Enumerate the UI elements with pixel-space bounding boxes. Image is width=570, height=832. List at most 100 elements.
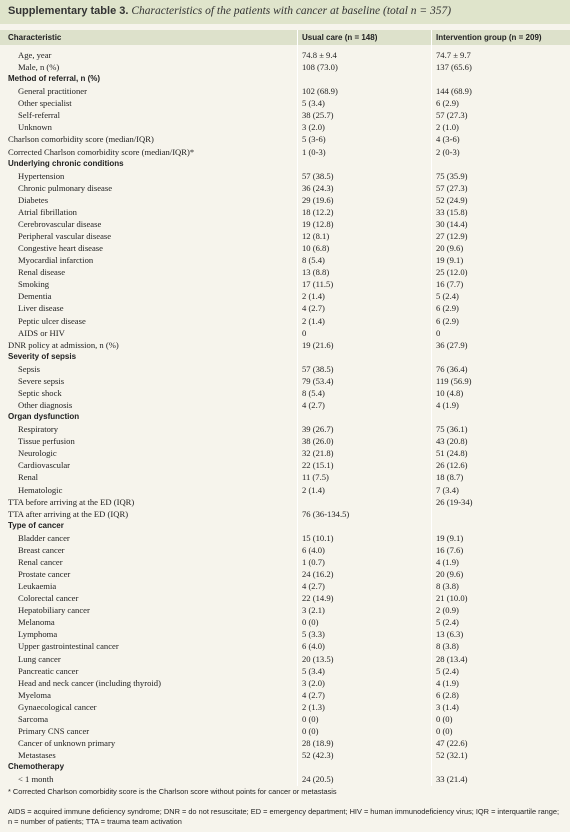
- row-label: Cancer of unknown primary: [18, 737, 116, 748]
- row-label: Leukaemia: [18, 581, 57, 592]
- row-label: Myocardial infarction: [18, 255, 94, 266]
- header-row: [0, 30, 570, 45]
- cell: 13 (6.3): [436, 629, 464, 640]
- cell: 38 (25.7): [302, 110, 334, 121]
- row-label: Neurologic: [18, 448, 57, 459]
- cell: 0 (0): [436, 713, 453, 724]
- abbreviations: AIDS = acquired immune deficiency syndro…: [8, 807, 560, 826]
- cell: 28 (13.4): [436, 653, 468, 664]
- row-label: Gynaecological cancer: [18, 701, 97, 712]
- cell: 6 (2.8): [436, 689, 459, 700]
- cell: 137 (65.6): [436, 62, 472, 73]
- cell: 47 (22.6): [436, 737, 468, 748]
- cell: 39 (26.7): [302, 424, 334, 435]
- section-heading: Severity of sepsis: [8, 351, 77, 361]
- row-label: DNR policy at admission, n (%): [8, 339, 119, 350]
- cell: 33 (21.4): [436, 774, 468, 785]
- cell: 25 (12.0): [436, 267, 468, 278]
- row-label: Breast cancer: [18, 544, 65, 555]
- cell: 43 (20.8): [436, 436, 468, 447]
- cell: 4 (3-6): [436, 134, 460, 145]
- cell: 0: [436, 327, 441, 338]
- cell: 2 (0-3): [436, 146, 460, 157]
- cell: 74.8 ± 9.4: [302, 50, 337, 60]
- cell: 15 (10.1): [302, 532, 334, 543]
- cell: 5 (3.4): [302, 98, 325, 109]
- cell: 3 (2.0): [302, 677, 325, 688]
- row-label: Hepatobiliary cancer: [18, 605, 90, 616]
- cell: 22 (14.9): [302, 593, 334, 604]
- cell: 4 (1.9): [436, 400, 459, 411]
- row-label: Melanoma: [18, 617, 55, 628]
- cell: 0 (0): [302, 617, 319, 628]
- row-label: Cardiovascular: [18, 460, 71, 471]
- cell: 4 (2.7): [302, 400, 325, 411]
- row-label: Dementia: [18, 291, 52, 302]
- cell: 38 (26.0): [302, 436, 334, 447]
- title: Supplementary table 3. Characteristics o…: [8, 5, 451, 17]
- cell: 6 (2.9): [436, 303, 459, 314]
- cell: 19 (9.1): [436, 255, 464, 266]
- cell: 24 (16.2): [302, 569, 334, 579]
- cell: 102 (68.9): [302, 86, 338, 97]
- row-label: Primary CNS cancer: [18, 725, 90, 736]
- cell: 18 (8.7): [436, 472, 464, 483]
- row-label: Upper gastrointestinal cancer: [18, 641, 119, 652]
- cell: 6 (4.0): [302, 641, 325, 652]
- cell: 8 (3.8): [436, 641, 459, 652]
- cell: 13 (8.8): [302, 267, 330, 278]
- cell: 17 (11.5): [302, 279, 334, 290]
- cell: 57 (38.5): [302, 170, 334, 181]
- footnote: * Corrected Charlson comorbidity score i…: [8, 787, 337, 796]
- cell: 144 (68.9): [436, 86, 472, 97]
- column-divider: [431, 30, 432, 786]
- header-cell: Characteristic: [8, 33, 62, 42]
- section-heading: Underlying chronic conditions: [8, 158, 124, 168]
- cell: 6 (2.9): [436, 315, 459, 326]
- cell: 2 (0.9): [436, 605, 459, 616]
- row-label: Diabetes: [18, 194, 49, 205]
- row-label: Male, n (%): [18, 62, 60, 73]
- cell: 26 (12.6): [436, 460, 468, 471]
- cell: 5 (3-6): [302, 134, 326, 145]
- cell: 19 (21.6): [302, 339, 334, 350]
- cell: 5 (3.4): [302, 665, 325, 676]
- row-label: Atrial fibrillation: [18, 206, 77, 217]
- row-label: General practitioner: [18, 86, 87, 97]
- cell: 52 (32.1): [436, 750, 468, 761]
- cell: 4 (1.9): [436, 677, 459, 688]
- cell: 3 (2.0): [302, 122, 325, 133]
- cell: 12 (8.1): [302, 231, 330, 242]
- row-label: Sarcoma: [18, 713, 49, 724]
- cell: 30 (14.4): [436, 218, 468, 229]
- row-label: AIDS or HIV: [18, 327, 65, 338]
- row-label: Other diagnosis: [18, 400, 73, 411]
- cell: 28 (18.9): [302, 737, 334, 748]
- cell: 57 (27.3): [436, 110, 468, 121]
- cell: 76 (36-134.5): [302, 508, 350, 519]
- cell: 10 (6.8): [302, 243, 330, 254]
- cell: 0 (0): [436, 725, 453, 736]
- cell: 119 (56.9): [436, 375, 472, 386]
- cell: 4 (2.7): [302, 581, 325, 592]
- cell: 16 (7.6): [436, 544, 464, 555]
- cell: 79 (53.4): [302, 375, 334, 386]
- cell: 4 (2.7): [302, 303, 325, 314]
- cell: 2 (1.4): [302, 315, 325, 326]
- row-label: TTA after arriving at the ED (IQR): [8, 508, 129, 519]
- row-label: Hypertension: [18, 170, 65, 181]
- row-label: Chronic pulmonary disease: [18, 182, 113, 193]
- row-label: Hematologic: [18, 484, 63, 495]
- cell: 32 (21.8): [302, 448, 334, 459]
- cell: 29 (19.6): [302, 194, 334, 205]
- cell: 4 (1.9): [436, 556, 459, 567]
- cell: 5 (2.4): [436, 665, 459, 676]
- cell: 108 (73.0): [302, 62, 338, 73]
- cell: 75 (35.9): [436, 170, 468, 181]
- row-label: Lymphoma: [18, 629, 58, 640]
- row-label: Tissue perfusion: [18, 436, 75, 447]
- cell: 11 (7.5): [302, 472, 329, 483]
- table-title: Characteristics of the patients with can…: [131, 5, 452, 17]
- cell: 24 (20.5): [302, 774, 334, 785]
